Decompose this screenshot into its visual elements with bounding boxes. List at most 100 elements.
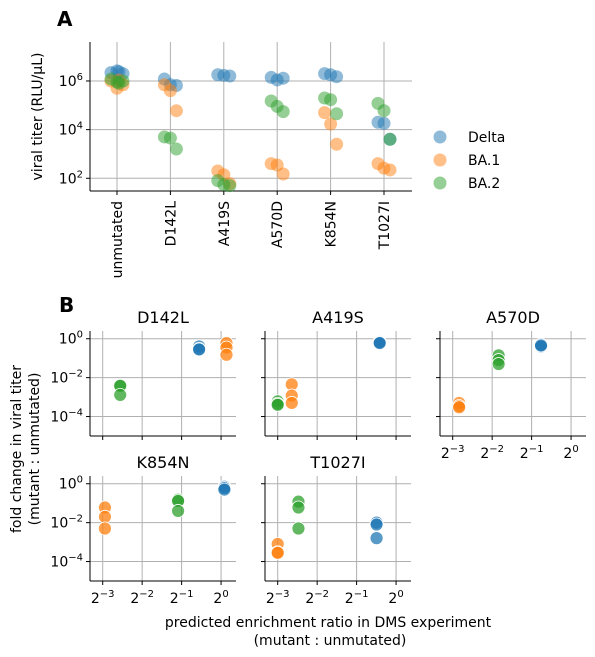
panel-b-xtick-label-exponent: −3 [275, 589, 290, 600]
panel-b-point-ba2 [291, 500, 306, 515]
panel-b-xtick-label-base: 2 [563, 446, 572, 462]
panel-b-point-ba2 [291, 521, 306, 536]
panel-a-ylabel: viral titer (RLU/μL) [30, 53, 46, 181]
legend-marker-ba1 [433, 153, 447, 167]
panel-b-point-delta [534, 338, 548, 353]
panel-a-xtick-label: unmutated [110, 201, 126, 278]
panel-b-point-ba1 [98, 521, 112, 536]
panel-b-ylabel-2: (mutant : unmutated) [27, 373, 43, 526]
panel-a-xtick-label: A570D [270, 201, 286, 248]
panel-b-xtick-label-base: 2 [480, 446, 489, 462]
panel-a-xtick-label: D142L [163, 201, 179, 247]
panel-a-point-ba1 [163, 84, 177, 98]
panel-b-point-delta [369, 517, 384, 532]
panel-b-ytick-label: 10−2 [50, 514, 83, 532]
panel-b-ytick-label-base: 10 [59, 332, 77, 348]
panel-b-subplot-title: A419S [312, 308, 364, 327]
panel-b-ytick-label: 10−2 [50, 369, 83, 387]
panel-b-xtick-label-exponent: −1 [529, 444, 544, 455]
panel-b-ytick-label-base: 10 [50, 371, 68, 387]
panel-a-ytick-label-base: 10 [59, 171, 77, 187]
panel-b-xtick-label-base: 2 [266, 591, 275, 607]
panel-a-ytick-label-base: 10 [59, 74, 77, 90]
panel-b-xtick-label: 2−3 [441, 444, 465, 462]
panel-b-ytick-label: 100 [59, 475, 83, 493]
panel-b-subplot-a419s: A419S [261, 308, 411, 440]
panel-b-point-delta [217, 482, 232, 497]
panel-b-point-ba2 [270, 397, 285, 412]
panel-b-subplot-title: D142L [137, 308, 189, 327]
panel-a-ytick-label-exponent: 6 [77, 72, 83, 83]
panel-b-ylabel: fold change in viral titer [9, 365, 25, 533]
panel-b-xtick-label: 2−3 [266, 589, 290, 607]
panel-a-point-ba1 [330, 137, 344, 151]
panel-a-point-ba2 [383, 132, 397, 146]
panel-b-xtick-label: 20 [388, 589, 403, 607]
panel-b-xtick-label: 2−2 [480, 444, 504, 462]
panel-b-ytick-label-base: 10 [50, 516, 68, 532]
panel-a-xtick-label: K854N [324, 201, 340, 247]
panel-b-point-ba1 [452, 400, 467, 415]
panel-b-xtick-label: 2−2 [130, 589, 154, 607]
panel-b-xtick-label-base: 2 [305, 591, 314, 607]
panel-a-point-ba2 [330, 107, 344, 121]
panel-b-point-ba1 [98, 509, 112, 524]
panel-b-xtick-label-exponent: −2 [489, 444, 504, 455]
legend-label-ba2: BA.2 [468, 176, 500, 192]
panel-a-point-ba2 [223, 179, 237, 193]
panel-a-point-delta [276, 71, 290, 85]
panel-b-ytick-label-base: 10 [59, 477, 77, 493]
panel-a-point-delta [377, 116, 391, 130]
panel-a-ytick-label: 102 [59, 169, 83, 187]
panel-b-ytick-label-exponent: 0 [77, 330, 83, 341]
panel-b-subplot-title: T1027I [309, 453, 365, 472]
panel-b-subplot-title: A570D [486, 308, 540, 327]
panel-a-point-ba2 [112, 76, 126, 90]
panel-b-ytick-label-exponent: −4 [68, 408, 83, 419]
panel-b-xtick-label-base: 2 [130, 591, 139, 607]
panel-a-ytick-label-base: 10 [59, 123, 77, 139]
panel-b-point-delta [372, 336, 387, 350]
panel-a-point-ba1 [324, 117, 338, 131]
panel-b-ytick-label: 10−4 [50, 408, 83, 426]
panel-a-ytick-label-exponent: 4 [77, 121, 83, 132]
panel-b-ytick-label-exponent: −4 [68, 553, 83, 564]
panel-b-ytick-label-base: 10 [50, 555, 68, 571]
panel-b-xtick-label: 2−3 [91, 589, 115, 607]
panel-b-xtick-label: 20 [563, 444, 578, 462]
legend-marker-ba2 [433, 176, 447, 190]
panel-b-xtick-label-exponent: −2 [139, 589, 154, 600]
legend-label-ba1: BA.1 [468, 153, 500, 169]
panel-a-xtick-label: T1027I [377, 201, 393, 250]
panel-b-xtick-label-exponent: −3 [100, 589, 115, 600]
panel-a-point-ba1 [383, 163, 397, 177]
panel-b-subplot-title: K854N [137, 453, 190, 472]
panel-b-point-ba2 [171, 504, 185, 518]
panel-b-point-delta [369, 531, 384, 546]
panel-a-point-ba2 [169, 142, 183, 156]
panel-a-point-ba1 [169, 104, 183, 118]
panel-b-xlabel: predicted enrichment ratio in DMS experi… [165, 615, 492, 631]
panel-b-xtick-label-base: 2 [91, 591, 100, 607]
panel-b-ytick-label-base: 10 [50, 410, 68, 426]
panel-b-xtick-label: 2−1 [520, 444, 544, 462]
panel-b-xtick-label-base: 2 [441, 446, 450, 462]
panel-a-point-ba2 [324, 93, 338, 107]
legend-label-delta: Delta [468, 130, 505, 146]
panel-b-xtick-label: 2−1 [345, 589, 369, 607]
panel-a-point-ba2 [276, 105, 290, 119]
panel-b-xtick-label-exponent: −1 [179, 589, 194, 600]
panel-b-ytick-label-exponent: −2 [68, 514, 83, 525]
panel-b-xtick-label-base: 2 [170, 591, 179, 607]
panel-b-point-ba1 [284, 396, 299, 410]
panel-b-ytick-label: 10−4 [50, 553, 83, 571]
panel-b-point-ba1 [270, 545, 285, 560]
panel-label-a: A [57, 7, 73, 31]
panel-b-xtick-label-base: 2 [520, 446, 529, 462]
panel-a-point-ba1 [276, 167, 290, 181]
panel-label-b: B [59, 293, 74, 317]
